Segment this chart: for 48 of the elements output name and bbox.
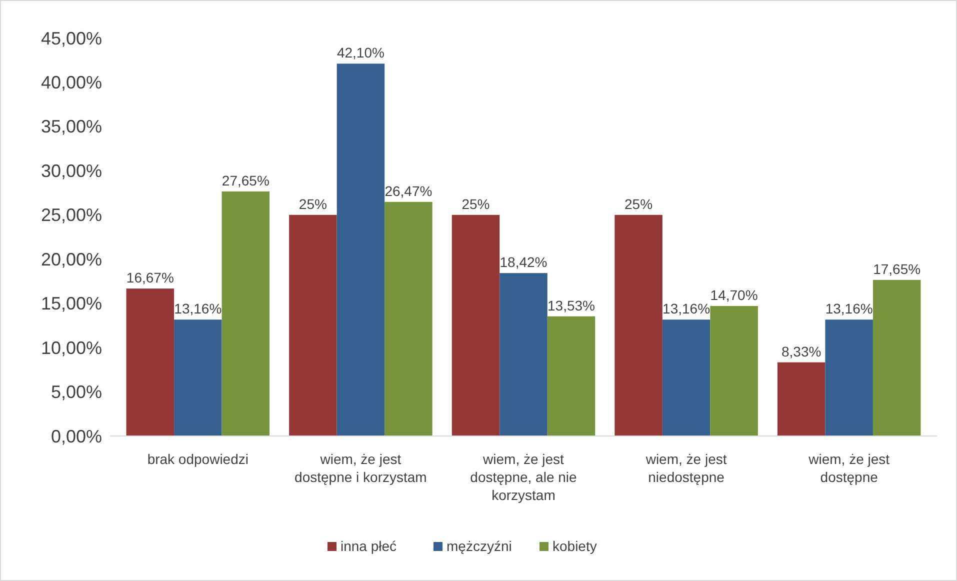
data-label: 14,70% [710, 286, 758, 303]
bar [336, 64, 385, 436]
data-label: 27,65% [222, 172, 270, 188]
data-label: 13,16% [825, 300, 873, 317]
y-tick-label: 20,00% [40, 249, 102, 270]
data-label: 17,65% [873, 260, 921, 277]
data-label: 25% [298, 196, 327, 212]
x-tick-label: brak odpowiedzi [147, 451, 248, 467]
bar [222, 191, 270, 436]
y-tick-label: 45,00% [40, 28, 102, 48]
y-tick-label: 25,00% [40, 205, 102, 226]
bar [452, 214, 500, 436]
y-tick-label: 35,00% [40, 116, 102, 137]
data-label: 25% [624, 196, 653, 212]
data-label: 8,33% [781, 343, 822, 360]
bar [384, 202, 432, 436]
data-label: 25% [462, 196, 490, 212]
bar [662, 320, 710, 436]
x-tick-label: wiem, że jest niedostępne [644, 451, 727, 485]
x-tick-label: wiem, że jest dostępne, ale nie korzystam [470, 451, 578, 503]
data-label: 13,16% [662, 300, 710, 317]
data-label: 42,10% [336, 44, 384, 61]
data-label: 16,67% [126, 270, 174, 286]
bar [500, 273, 548, 436]
y-tick-label: 10,00% [40, 338, 102, 358]
x-tick-label: wiem, że jest dostępne i korzystam [294, 451, 427, 485]
x-tick-label: wiem, że jest dostępne [808, 451, 890, 485]
bar [777, 362, 826, 436]
y-tick-label: 5,00% [50, 382, 102, 402]
y-tick-label: 40,00% [40, 72, 102, 93]
legend-label: mężczyźni [446, 538, 512, 554]
data-label: 26,47% [384, 182, 432, 199]
legend-label: inna płeć [340, 538, 397, 554]
bar [872, 280, 921, 436]
bar [710, 306, 758, 436]
y-tick-label: 15,00% [40, 294, 102, 314]
bar [126, 288, 174, 436]
bar [825, 320, 873, 436]
bar [289, 214, 337, 436]
bar [547, 316, 596, 436]
bar [614, 214, 662, 436]
legend-label: kobiety [552, 538, 597, 554]
data-label: 13,16% [174, 300, 222, 317]
data-label: 18,42% [500, 254, 548, 270]
bar [174, 320, 222, 436]
y-tick-label: 30,00% [40, 160, 102, 181]
data-label: 13,53% [548, 297, 595, 314]
y-tick-label: 0,00% [50, 426, 102, 446]
